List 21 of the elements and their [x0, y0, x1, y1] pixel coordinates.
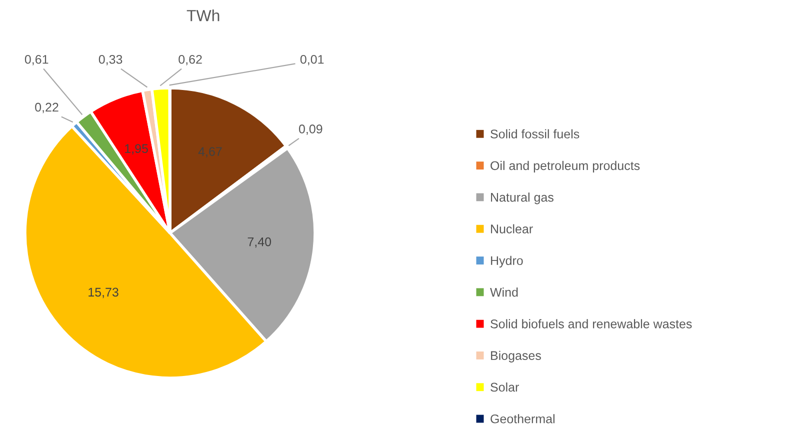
data-label: 0,22 [35, 102, 58, 114]
legend-label: Wind [490, 288, 518, 297]
legend-label: Hydro [491, 256, 523, 268]
legend-label: Biogases [491, 350, 541, 362]
data-label: 0,09 [298, 124, 322, 135]
data-label: 0,61 [24, 54, 48, 66]
legend-label: Solid biofuels and renewable wastes [490, 319, 692, 328]
data-label: 7,40 [248, 237, 272, 248]
legend-label: Solid fossil fuels [490, 129, 580, 138]
data-label: 0,33 [98, 54, 122, 66]
legend-label: Geothermal [490, 414, 554, 424]
data-label: 15,73 [88, 288, 118, 298]
legend-label: Solar [490, 382, 519, 392]
data-label: 0,01 [300, 54, 324, 66]
data-label: 0,62 [178, 54, 202, 66]
data-label: 4,67 [198, 147, 222, 158]
chart-title: TWh [186, 10, 220, 22]
legend-label: Natural gas [491, 192, 554, 204]
legend-label: Oil and petroleum products [490, 160, 640, 173]
legend-label: Nuclear [491, 224, 533, 234]
data-label: 1,95 [125, 144, 148, 154]
